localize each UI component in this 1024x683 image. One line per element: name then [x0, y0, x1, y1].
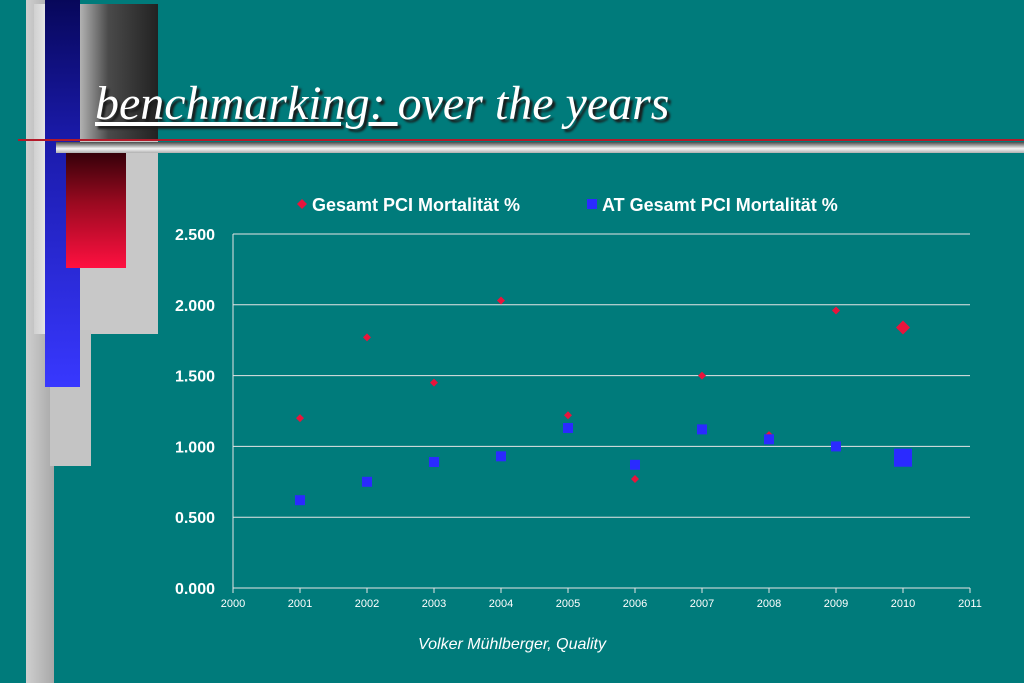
data-point-series-1	[832, 306, 840, 314]
footer-author: Volker Mühlberger, Quality	[0, 636, 1024, 654]
data-point-series-2	[563, 423, 573, 433]
y-tick-label: 2.000	[175, 298, 215, 315]
legend-marker-series-1	[297, 199, 307, 209]
x-tick-label: 2003	[422, 598, 446, 610]
y-tick-label: 1.000	[175, 439, 215, 456]
x-tick-label: 2009	[824, 598, 848, 610]
data-point-series-1	[631, 475, 639, 483]
x-tick-label: 2008	[757, 598, 781, 610]
data-point-series-1	[430, 379, 438, 387]
legend-label-series-2: AT Gesamt PCI Mortalität %	[602, 195, 838, 215]
y-tick-label: 0.000	[175, 581, 215, 598]
data-point-series-2	[894, 449, 912, 467]
x-tick-label: 2004	[489, 598, 513, 610]
x-tick-label: 2007	[690, 598, 714, 610]
data-point-series-2	[764, 434, 774, 444]
legend-marker-series-2	[587, 199, 597, 209]
data-point-series-1	[698, 372, 706, 380]
data-point-series-2	[295, 495, 305, 505]
y-tick-label: 1.500	[175, 369, 215, 386]
data-point-series-2	[831, 441, 841, 451]
data-point-series-1	[497, 297, 505, 305]
data-point-series-1	[363, 333, 371, 341]
y-tick-label: 2.500	[175, 227, 215, 244]
x-tick-label: 2010	[891, 598, 915, 610]
x-tick-label: 2005	[556, 598, 580, 610]
x-tick-label: 2000	[221, 598, 245, 610]
data-point-series-2	[630, 460, 640, 470]
data-point-series-2	[496, 451, 506, 461]
data-point-series-1	[896, 320, 910, 334]
data-point-series-2	[429, 457, 439, 467]
data-point-series-2	[362, 477, 372, 487]
x-tick-label: 2011	[958, 598, 982, 610]
legend-label-series-1: Gesamt PCI Mortalität %	[312, 195, 520, 215]
x-tick-label: 2001	[288, 598, 312, 610]
data-point-series-2	[697, 424, 707, 434]
y-tick-label: 0.500	[175, 510, 215, 527]
x-tick-label: 2006	[623, 598, 647, 610]
data-point-series-1	[564, 411, 572, 419]
x-tick-label: 2002	[355, 598, 379, 610]
data-point-series-1	[296, 414, 304, 422]
